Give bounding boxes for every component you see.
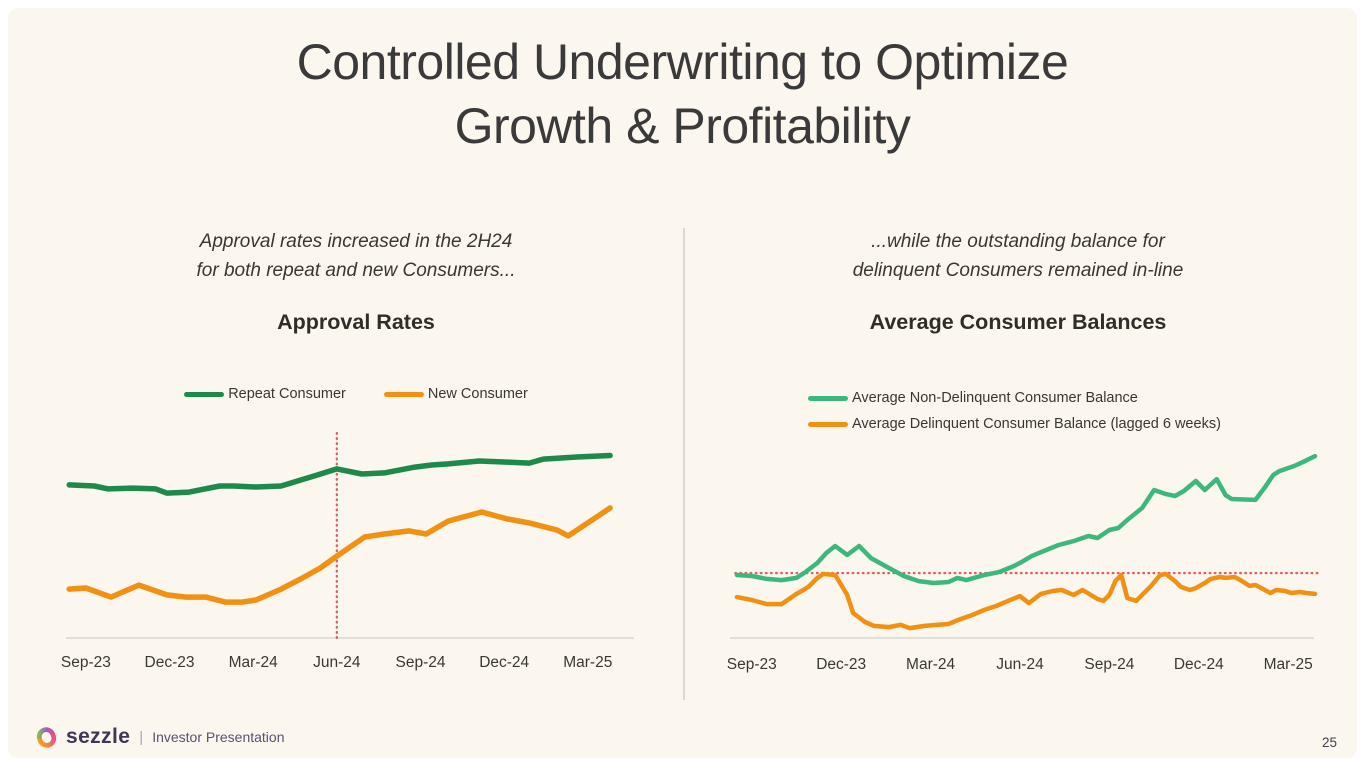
sezzle-logo-swirl (36, 726, 57, 748)
x-tick-label: Mar-24 (906, 656, 955, 673)
legend-label: New Consumer (427, 386, 528, 402)
x-tick-label: Jun-24 (313, 654, 361, 671)
x-tick-label: Sep-24 (1084, 656, 1134, 673)
x-tick-label: Dec-24 (1174, 656, 1224, 673)
x-tick-label: Dec-23 (145, 654, 195, 671)
x-tick-label: Mar-25 (1264, 656, 1313, 673)
right-chart-legend: Average Non-Delinquent Consumer Balance A… (808, 390, 1221, 432)
footer-separator: | (139, 728, 144, 746)
sezzle-logo-icon (36, 726, 57, 748)
legend-item: Repeat Consumer (184, 386, 346, 402)
legend-label: Average Non-Delinquent Consumer Balance (852, 390, 1138, 406)
footer: sezzle | Investor Presentation (36, 725, 284, 749)
series-line (66, 452, 613, 496)
left-subtitle-line-2: for both repeat and new Consumers... (196, 259, 516, 281)
legend-swatch (808, 395, 848, 401)
page-number: 25 (1321, 735, 1337, 750)
x-tick-label: Sep-23 (61, 654, 111, 671)
x-tick-label: Sep-24 (396, 654, 446, 671)
left-chart-subtitle: Approval rates increased in the 2H24 for… (66, 228, 646, 285)
brand-wordmark: sezzle (66, 725, 131, 748)
series-line (734, 453, 1318, 586)
approval-rates-chart: Sep-23 Dec-23 Mar-24 Jun-24 Sep-24 Dec-24 Mar-… (61, 432, 634, 671)
slide-title-line-2: Growth & Profitability (454, 98, 911, 154)
x-tick-label: Dec-24 (479, 654, 529, 671)
column-divider (683, 228, 685, 700)
legend-label: Average Delinquent Consumer Balance (lag… (852, 416, 1221, 432)
right-chart-title: Average Consumer Balances (869, 310, 1167, 334)
average-consumer-balances-chart: Sep-23 Dec-23 Mar-24 Jun-24 Sep-24 Dec-24 Mar-… (727, 453, 1320, 673)
x-tick-label: Mar-24 (229, 654, 278, 671)
x-tick-label: Dec-23 (816, 656, 866, 673)
left-chart-legend: Repeat Consumer New Consumer (66, 386, 646, 402)
legend-swatch (808, 421, 848, 427)
right-subtitle-line-2: delinquent Consumers remained in-line (852, 259, 1184, 281)
slide-background: Controlled Underwriting to Optimize Grow… (8, 8, 1357, 758)
legend-swatch (184, 391, 225, 397)
series-line (66, 505, 613, 605)
right-subtitle-line-1: ...while the outstanding balance for (871, 231, 1165, 252)
left-chart-title: Approval Rates (277, 310, 435, 334)
left-subtitle-line-1: Approval rates increased in the 2H24 (199, 231, 513, 252)
slide-title-line-1: Controlled Underwriting to Optimize (296, 34, 1069, 90)
legend-swatch (383, 391, 424, 397)
slide-title: Controlled Underwriting to Optimize Grow… (8, 30, 1357, 158)
series-line (734, 571, 1318, 631)
legend-item: Average Delinquent Consumer Balance (lag… (808, 416, 1221, 432)
legend-item: Average Non-Delinquent Consumer Balance (808, 390, 1138, 406)
right-chart-subtitle: ...while the outstanding balance for del… (708, 228, 1328, 285)
x-tick-label: Sep-23 (727, 656, 777, 673)
legend-label: Repeat Consumer (228, 386, 346, 402)
x-tick-label: Jun-24 (996, 656, 1044, 673)
legend-item: New Consumer (383, 386, 528, 402)
x-tick-label: Mar-25 (563, 654, 612, 671)
presentation-label: Investor Presentation (152, 729, 285, 745)
